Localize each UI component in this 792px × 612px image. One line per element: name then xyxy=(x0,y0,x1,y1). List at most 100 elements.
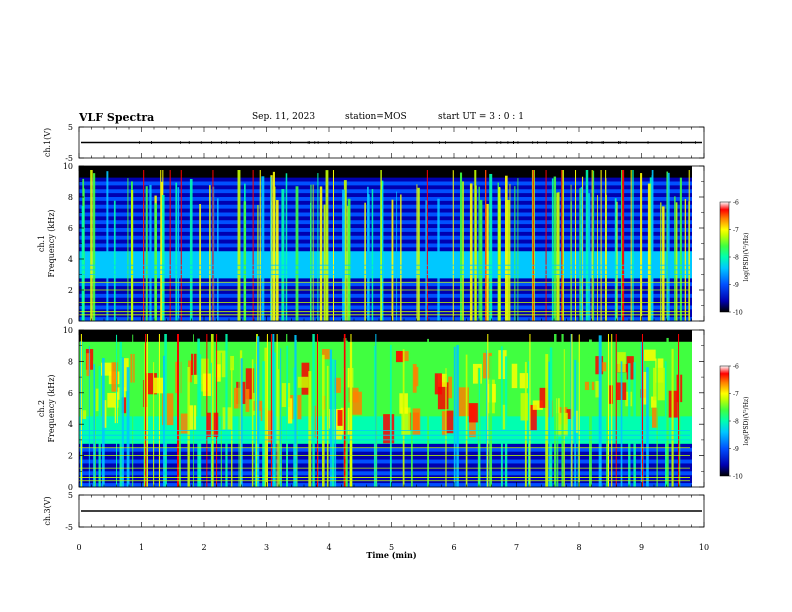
strong-sferic xyxy=(545,169,547,321)
spectrogram-cell xyxy=(437,373,447,387)
sferic-streak xyxy=(329,349,332,487)
strong-sferic xyxy=(316,333,318,487)
sferic-streak xyxy=(163,355,165,487)
sferic-streak xyxy=(656,350,658,487)
sferic-streak xyxy=(489,356,493,487)
strong-sferic xyxy=(206,333,208,487)
spectrogram-band xyxy=(79,408,692,413)
y-axis-label: ch.3(V) xyxy=(43,496,52,525)
sferic-streak xyxy=(382,185,383,321)
sferic-streak xyxy=(479,199,483,321)
spectrogram-cell xyxy=(529,404,537,431)
spectrogram-band xyxy=(79,197,692,202)
spectrogram-cell xyxy=(437,382,449,410)
sferic-streak xyxy=(504,175,508,321)
spectrogram-cell xyxy=(234,387,243,409)
y-tick-label: 5 xyxy=(68,491,73,500)
strong-sferic xyxy=(216,333,218,487)
colorbar xyxy=(719,365,730,477)
x-tick-label: 3 xyxy=(264,543,269,552)
strong-sferic xyxy=(678,333,680,487)
spectrogram-cell xyxy=(230,355,235,371)
spectrogram-band xyxy=(79,231,692,237)
x-tick-label: 5 xyxy=(389,543,394,552)
sferic-streak xyxy=(276,200,279,321)
spectrogram-cell xyxy=(595,381,601,398)
sferic-streak xyxy=(577,362,579,487)
sferic-streak xyxy=(557,192,560,321)
spectrogram-cell xyxy=(202,373,213,396)
spectrogram-band xyxy=(79,365,692,370)
spectrogram-band xyxy=(79,243,692,248)
start-time-label: start UT = 3 : 0 : 1 xyxy=(438,112,524,122)
sferic-streak xyxy=(425,200,428,321)
strong-sferic xyxy=(426,169,428,321)
spectrogram-band xyxy=(79,333,692,339)
spectrogram-band xyxy=(79,301,692,306)
sferic-streak xyxy=(616,201,618,321)
sferic-streak xyxy=(88,345,90,487)
strong-sferic xyxy=(487,333,489,487)
sferic-streak xyxy=(459,172,463,321)
spectrogram-band xyxy=(79,313,692,318)
spectrogram-band xyxy=(79,337,692,343)
spectrogram-cell xyxy=(145,373,157,395)
spectrogram-cell xyxy=(162,393,174,426)
spectrogram-band xyxy=(79,189,692,194)
spectrogram-band xyxy=(79,451,692,457)
sferic-streak xyxy=(153,362,155,487)
spectrogram-band xyxy=(79,212,692,217)
sferic-streak xyxy=(417,187,420,321)
colorbar-label: log(PSD)(V²/Hz) xyxy=(743,397,750,446)
sferic-streak xyxy=(620,361,623,487)
sferic-streak xyxy=(679,177,682,321)
spectrogram-cell xyxy=(286,398,293,424)
sferic-streak xyxy=(633,362,636,487)
spectrogram-band xyxy=(79,266,692,272)
sferic-streak xyxy=(400,194,402,321)
sferic-streak xyxy=(389,344,392,487)
sferic-streak xyxy=(210,362,212,487)
sferic-streak xyxy=(588,339,592,487)
sferic-streak xyxy=(553,176,557,321)
spectrogram-cell xyxy=(653,367,665,401)
strong-sferic xyxy=(688,169,690,321)
y-tick-label: 5 xyxy=(68,123,73,132)
sferic-streak xyxy=(175,182,178,321)
sferic-streak xyxy=(254,363,257,487)
sferic-streak xyxy=(364,202,366,321)
spectrogram-band xyxy=(79,479,692,484)
spectrogram-band xyxy=(79,220,692,225)
strong-sferic xyxy=(591,169,593,321)
spectrogram-cell xyxy=(215,364,221,382)
sferic-streak xyxy=(113,200,116,321)
spectrogram-cell xyxy=(651,396,658,408)
x-tick-label: 6 xyxy=(451,543,456,552)
sferic-streak xyxy=(651,175,653,321)
sferic-streak xyxy=(90,168,92,321)
sferic-streak xyxy=(325,170,329,321)
sferic-streak xyxy=(106,171,109,321)
colorbar-tick-label: -8 xyxy=(733,419,739,426)
spectrogram-cell xyxy=(651,407,658,428)
sferic-streak xyxy=(593,170,595,321)
sferic-streak xyxy=(640,173,643,321)
spectrogram-cell xyxy=(445,410,454,434)
spectrogram-band xyxy=(79,247,692,252)
sferic-streak xyxy=(478,186,480,321)
sferic-streak xyxy=(651,169,654,321)
sferic-streak xyxy=(674,196,676,321)
spectrogram-band xyxy=(79,200,692,206)
strong-sferic xyxy=(344,333,346,487)
spectrogram-band xyxy=(79,185,692,190)
y-tick-label: 4 xyxy=(68,420,73,429)
spectrogram-top-edge xyxy=(79,330,692,334)
sferic-streak xyxy=(256,336,260,487)
strong-sferic xyxy=(343,333,345,487)
y-tick-label: 10 xyxy=(63,326,73,335)
sferic-streak xyxy=(628,363,631,487)
sferic-streak xyxy=(240,358,243,487)
sferic-streak xyxy=(427,338,429,487)
sferic-streak xyxy=(93,364,96,487)
